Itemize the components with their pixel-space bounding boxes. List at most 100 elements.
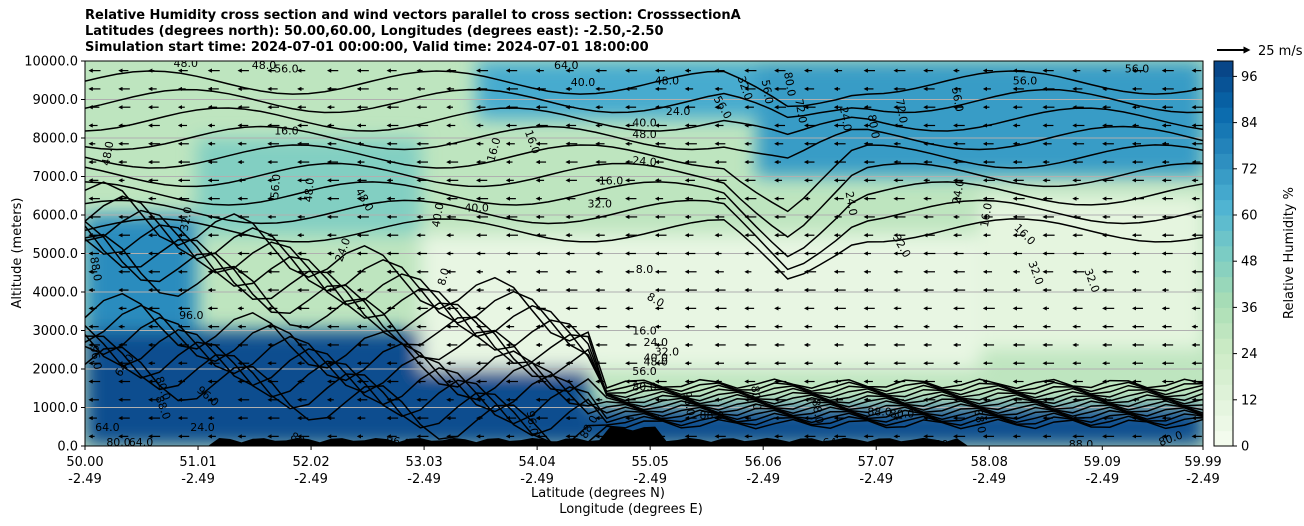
contour-line: [85, 325, 1203, 437]
y-tick-label: 5000.0: [33, 247, 79, 262]
contour-label: 72.0: [792, 98, 809, 124]
contour-label: 48.0: [655, 74, 680, 87]
x-axis-label-line-2: Longitude (degrees E): [559, 502, 703, 517]
contour-label: 48.0: [644, 355, 669, 368]
colorbar-band: [1214, 184, 1233, 201]
x-tick-label-lon: -2.49: [859, 472, 893, 487]
x-tick-label-lat: 59.09: [1084, 455, 1121, 470]
chart-title-line-2: Latitudes (degrees north): 50.00,60.00, …: [85, 24, 664, 39]
contour-label: 56.0: [949, 86, 966, 112]
quiver-key-label: 25 m/s: [1258, 44, 1303, 59]
contour-label: 48.0: [99, 140, 116, 166]
contour-label: 88.0: [971, 408, 988, 434]
colorbar-band: [1214, 369, 1233, 385]
contour-label: 16.0: [485, 136, 504, 163]
y-tick-label: 1000.0: [33, 401, 79, 416]
x-tick-label-lon: -2.49: [407, 472, 441, 487]
colorbar-band: [1214, 353, 1233, 370]
contour-label: 80.0: [890, 407, 915, 420]
x-tick-label-lat: 52.02: [292, 455, 329, 470]
colorbar-band: [1214, 107, 1233, 124]
contour-line: [85, 181, 1203, 390]
x-tick-label-lat: 55.05: [632, 455, 669, 470]
y-tick-label: 9000.0: [33, 93, 79, 108]
contour-line: [85, 107, 1203, 136]
contour-label: 32.0: [178, 206, 195, 232]
contour-label: 24.0: [843, 190, 860, 216]
colorbar-tick-label: 60: [1241, 209, 1258, 224]
colorbar-band: [1214, 276, 1233, 293]
x-tick-label-lat: 51.01: [179, 455, 216, 470]
colorbar-tick-label: 36: [1241, 301, 1258, 316]
chart-title-line-3: Simulation start time: 2024-07-01 00:00:…: [85, 40, 649, 55]
colorbar-tick-label: 12: [1241, 393, 1258, 408]
contour-label: 48.0: [632, 128, 657, 141]
colorbar-tick-label: 0: [1241, 440, 1249, 455]
colorbar-band: [1214, 261, 1233, 278]
x-tick-label-lon: -2.49: [68, 472, 102, 487]
contour-label: 80.0: [934, 438, 959, 451]
y-axis-label: Altitude (meters): [10, 198, 25, 309]
contour-line: [85, 209, 1203, 396]
y-tick-label: 0.0: [57, 440, 78, 455]
x-tick-label-lon: -2.49: [1186, 472, 1220, 487]
colorbar-band: [1214, 322, 1233, 339]
contour-label: 64.0: [129, 436, 154, 449]
colorbar-tick-label: 84: [1241, 116, 1258, 131]
contour-label: 24.0: [190, 421, 215, 434]
colorbar-band: [1214, 168, 1233, 185]
colorbar-band: [1214, 76, 1233, 93]
humidity-region-4: [756, 61, 1203, 177]
contour-label: 64.0: [554, 59, 579, 72]
x-tick-label-lon: -2.49: [520, 472, 554, 487]
contour-label: 72.0: [893, 98, 910, 124]
contour-label: 40.0: [464, 201, 489, 214]
colorbar-tick-label: 72: [1241, 162, 1258, 177]
contour-label: 40.0: [571, 76, 596, 89]
quiver-key: 25 m/s: [1217, 44, 1303, 59]
contour-label: 80.0: [632, 380, 657, 393]
contour-label: 48.0: [302, 177, 317, 203]
contour-label: 24.0: [950, 179, 967, 205]
terrain-silhouette: [85, 426, 1203, 446]
contour-label: 96.0: [179, 309, 204, 322]
contour-label: 88.0: [809, 398, 826, 424]
contour-label: 56.0: [632, 365, 657, 378]
colorbar-band: [1214, 307, 1233, 324]
contour-line: [85, 162, 1203, 238]
contour-line: [85, 199, 1203, 271]
x-tick-label-lat: 50.00: [66, 455, 103, 470]
contour-label: 80.0: [106, 436, 131, 449]
colorbar-band: [1214, 430, 1233, 447]
x-tick-label-lon: -2.49: [972, 472, 1006, 487]
contour-label: 56.0: [268, 173, 283, 199]
y-tick-label: 4000.0: [33, 286, 79, 301]
colorbar-band: [1214, 230, 1233, 247]
contour-label: 48.0: [252, 59, 277, 72]
contour-label: 88.0: [87, 256, 104, 282]
colorbar-band: [1214, 138, 1233, 154]
x-axis-label-line-1: Latitude (degrees N): [531, 486, 665, 501]
contour-label: 48.0: [173, 57, 198, 70]
contour-line: [85, 220, 1203, 405]
contour-label: 24.0: [632, 154, 658, 169]
contour-label: 24.0: [666, 105, 691, 118]
contour-label: 96.0: [524, 410, 541, 436]
contour-label: 64.0: [823, 436, 848, 449]
contour-label: 88.0: [867, 405, 892, 418]
contour-label: 40.0: [632, 117, 657, 130]
contour-line: [85, 88, 1203, 119]
x-tick-label-lat: 57.07: [858, 455, 895, 470]
y-tick-label: 6000.0: [33, 209, 79, 224]
contour-label: 16.0: [632, 325, 657, 338]
y-tick-label: 8000.0: [33, 132, 79, 147]
colorbar-band: [1214, 215, 1233, 231]
colorbar-band: [1214, 245, 1233, 262]
contour-label: 8.0: [636, 263, 654, 276]
contour-label: 8.0: [435, 267, 452, 287]
x-tick-label-lat: 58.08: [971, 455, 1008, 470]
contour-label: 80.0: [781, 71, 798, 97]
colorbar-band: [1214, 384, 1233, 401]
colorbar-tick-label: 48: [1241, 255, 1258, 270]
x-tick-label-lat: 56.06: [745, 455, 782, 470]
